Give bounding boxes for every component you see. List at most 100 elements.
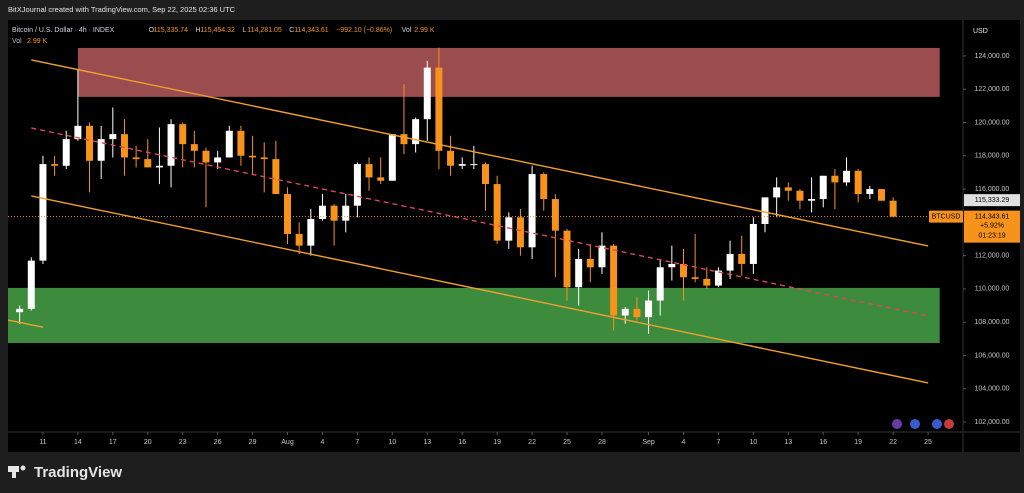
x-tick-label: 19 [854, 439, 862, 446]
logo-mark [8, 466, 19, 472]
y-tick-label: 124,000.00 [974, 53, 1009, 60]
logo-mark [20, 465, 26, 471]
price-label: 115,333.29 [975, 197, 1010, 204]
candle-body [202, 150, 210, 163]
countdown: 01:23:19 [978, 232, 1005, 239]
candle-body [388, 134, 396, 181]
last-price-box [964, 210, 1020, 243]
symbol-tag [929, 210, 963, 223]
y-tick-label: 108,000.00 [974, 319, 1009, 326]
candle-body [167, 124, 175, 166]
candle-body [179, 124, 187, 145]
candle-body [109, 134, 117, 140]
ohlc-value: 115,454.32 [200, 27, 235, 34]
candle-body [679, 263, 687, 278]
flag-icon [910, 419, 920, 429]
candle-body [854, 170, 862, 195]
candle-body [214, 157, 222, 163]
candle-body [120, 134, 128, 158]
candle-body [691, 277, 699, 279]
x-tick-label: 13 [423, 439, 431, 446]
candle-body [412, 119, 420, 145]
ohlc-key: O [149, 27, 155, 34]
candle-body [155, 165, 163, 168]
candle-body [598, 245, 606, 268]
candle-body [318, 205, 326, 220]
candle-body [796, 190, 804, 201]
candle-body [645, 300, 653, 318]
currency: USD [973, 28, 988, 35]
candle-body [563, 230, 571, 288]
zone [77, 47, 940, 97]
icons [892, 419, 954, 429]
candle-body [295, 233, 303, 246]
x-tick-label: 17 [109, 439, 117, 446]
x-tick-label: 11 [39, 439, 46, 446]
candle-body [27, 260, 35, 309]
x-tick-label: 19 [493, 439, 501, 446]
candle-body [889, 200, 897, 217]
candle-body [284, 194, 292, 234]
logo-mark [12, 472, 16, 478]
trendline [31, 195, 929, 384]
candle-body [132, 157, 140, 160]
watermark: BitXJournal created with TradingView.com… [8, 5, 236, 14]
x-tick-label: 10 [388, 439, 396, 446]
zone [8, 287, 940, 343]
candle-body [784, 187, 792, 191]
candle-body [575, 258, 583, 288]
x-tick-label: 4 [320, 439, 324, 446]
candle-body [493, 184, 501, 241]
x-tick-label: 16 [458, 439, 466, 446]
change: −992.10 (−0.86%) [336, 27, 392, 34]
x-tick-label: 29 [249, 439, 257, 446]
plot [7, 47, 963, 384]
candle-body [39, 164, 47, 261]
x-tick-label: 13 [784, 439, 792, 446]
candle-body [86, 125, 94, 161]
candle-body [610, 245, 618, 316]
candle-body [516, 217, 524, 248]
candle-body [819, 175, 827, 200]
candle-body [866, 189, 874, 195]
candle-body [447, 150, 455, 166]
last-price: 114,343.61 [975, 213, 1010, 220]
candle-body [761, 197, 769, 225]
candle-body [237, 130, 245, 156]
candle-body [51, 164, 59, 166]
y-tick-label: 106,000.00 [974, 352, 1009, 359]
event-icon [892, 419, 902, 429]
y-tick-label: 116,000.00 [975, 186, 1010, 193]
brand-logo: TradingView [8, 464, 122, 481]
ohlc-value: 114,281.05 [247, 27, 282, 34]
candle-body [749, 224, 757, 264]
candle-body [353, 164, 361, 206]
candle-body [843, 170, 851, 183]
x-tick-label: 23 [179, 439, 187, 446]
trendline [7, 319, 44, 328]
y-tick-label: 120,000.00 [974, 119, 1009, 126]
candle-body [330, 205, 338, 221]
vol-value: 2.99 K [27, 38, 48, 45]
candle-body [551, 199, 559, 231]
candle-body [97, 139, 105, 161]
candle-body [307, 219, 315, 246]
symbol-title: Bitcoin / U.S. Dollar · 4h · INDEX [12, 27, 115, 34]
candle-body [505, 217, 513, 241]
candle-body [726, 253, 734, 271]
candle-body [586, 258, 594, 268]
candle-body [633, 308, 641, 318]
ohlc-key: L [242, 27, 246, 34]
x-tick-label: 10 [749, 439, 757, 446]
x-tick-label: 25 [563, 439, 571, 446]
x-tick-label: 25 [924, 439, 932, 446]
x-tick-label: Sep [642, 439, 655, 446]
x-tick-label: 20 [144, 439, 152, 446]
candle-body [144, 159, 152, 168]
symbol: BTCUSD [932, 213, 961, 220]
candle-body [365, 164, 373, 178]
brand: TradingView [34, 464, 122, 481]
candle-body [738, 253, 746, 264]
candle-body [668, 263, 676, 268]
